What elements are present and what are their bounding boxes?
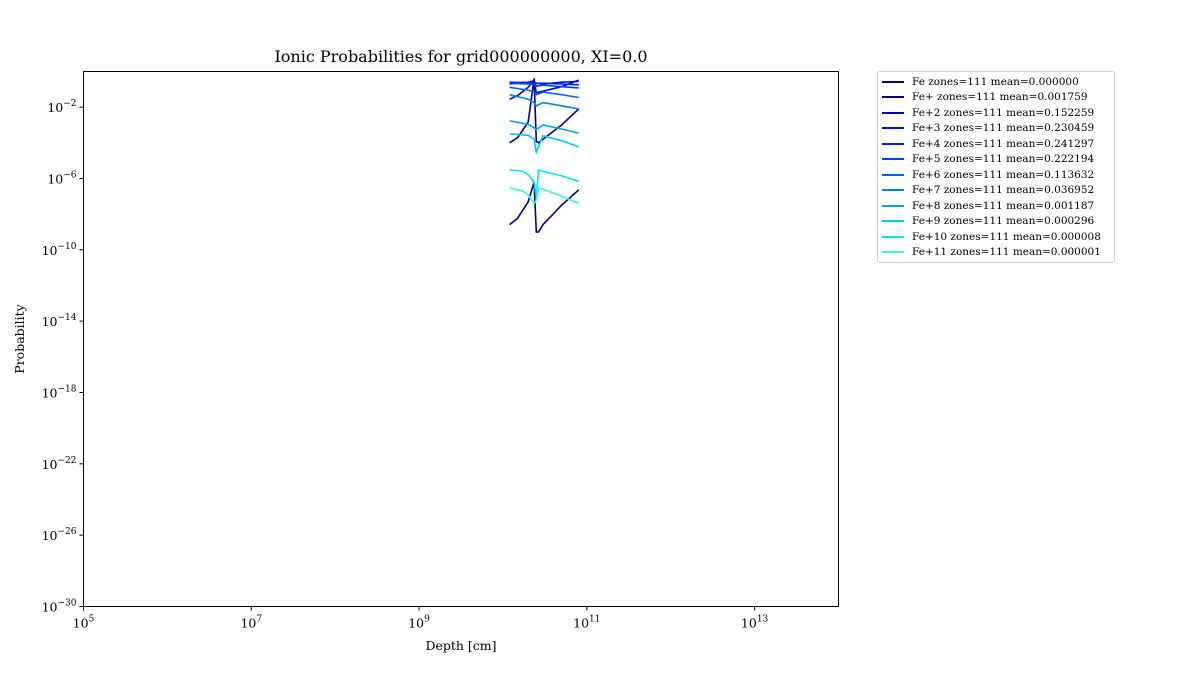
- legend-swatch-9: [882, 220, 904, 223]
- legend-swatch-7: [882, 189, 904, 192]
- legend-swatch-0: [882, 80, 904, 83]
- y-tick-label-0: 10−30: [42, 599, 77, 615]
- y-tick-label-6: 10−6: [47, 171, 76, 187]
- legend-item-0: Fe zones=111 mean=0.000000: [878, 74, 1114, 90]
- x-tick-label-3: 1011: [573, 615, 600, 631]
- x-tick-label-0: 105: [73, 615, 95, 631]
- y-axis: 10−30 10−26 10−22 10−18 10−14 10−10 10−6 10−2: [42, 99, 84, 615]
- legend-label-1: Fe+ zones=111 mean=0.001759: [912, 91, 1088, 104]
- legend-swatch-1: [882, 96, 904, 99]
- legend-swatch-3: [882, 127, 904, 130]
- series-line-6: [509, 86, 579, 99]
- series-line-8: [509, 120, 579, 134]
- y-tick-label-3: 10−18: [42, 385, 77, 401]
- legend-swatch-10: [882, 235, 904, 238]
- x-axis: 105 107 109 1011 1013: [73, 606, 769, 631]
- legend-item-2: Fe+2 zones=111 mean=0.152259: [878, 105, 1114, 121]
- legend-swatch-4: [882, 142, 904, 145]
- legend-swatch-6: [882, 173, 904, 176]
- series-line-5: [509, 82, 579, 89]
- y-axis-label: Probability: [12, 303, 27, 373]
- legend-item-5: Fe+5 zones=111 mean=0.222194: [878, 152, 1114, 168]
- legend-label-0: Fe zones=111 mean=0.000000: [912, 75, 1079, 88]
- series-line-11: [509, 186, 580, 205]
- series-line-9: [509, 133, 579, 156]
- legend-item-4: Fe+4 zones=111 mean=0.241297: [878, 136, 1114, 152]
- legend-item-10: Fe+10 zones=111 mean=0.000008: [878, 229, 1114, 245]
- legend-label-6: Fe+6 zones=111 mean=0.113632: [912, 168, 1095, 181]
- legend-swatch-5: [882, 158, 904, 161]
- legend-label-9: Fe+9 zones=111 mean=0.000296: [912, 215, 1095, 228]
- legend-label-8: Fe+8 zones=111 mean=0.001187: [912, 199, 1095, 212]
- legend-label-11: Fe+11 zones=111 mean=0.000001: [912, 246, 1101, 259]
- series-line-2: [509, 77, 579, 100]
- legend-item-8: Fe+8 zones=111 mean=0.001187: [878, 198, 1114, 214]
- legend-label-3: Fe+3 zones=111 mean=0.230459: [912, 122, 1095, 135]
- series-line-7: [509, 93, 579, 110]
- legend-item-6: Fe+6 zones=111 mean=0.113632: [878, 167, 1114, 183]
- legend-item-9: Fe+9 zones=111 mean=0.000296: [878, 214, 1114, 230]
- y-tick-label-5: 10−10: [42, 242, 77, 258]
- legend-item-1: Fe+ zones=111 mean=0.001759: [878, 90, 1114, 106]
- legend-label-10: Fe+10 zones=111 mean=0.000008: [912, 230, 1101, 243]
- plot-area-frame: [83, 71, 839, 607]
- y-tick-label-4: 10−14: [42, 313, 77, 329]
- legend-swatch-11: [882, 251, 904, 254]
- y-tick-label-7: 10−2: [47, 99, 76, 115]
- legend-label-4: Fe+4 zones=111 mean=0.241297: [912, 137, 1095, 150]
- legend-item-3: Fe+3 zones=111 mean=0.230459: [878, 121, 1114, 137]
- series-line-4: [509, 81, 579, 86]
- x-axis-label: Depth [cm]: [425, 638, 496, 653]
- x-tick-label-2: 109: [408, 615, 430, 631]
- legend-item-7: Fe+7 zones=111 mean=0.036952: [878, 183, 1114, 199]
- chart-title: Ionic Probabilities for grid000000000, X…: [274, 47, 647, 66]
- legend-swatch-2: [882, 111, 904, 114]
- y-tick-label-2: 10−22: [42, 456, 77, 472]
- legend: Fe zones=111 mean=0.000000 Fe+ zones=111 …: [877, 71, 1115, 263]
- legend-label-5: Fe+5 zones=111 mean=0.222194: [912, 153, 1095, 166]
- legend-item-11: Fe+11 zones=111 mean=0.000001: [878, 245, 1114, 261]
- y-tick-label-1: 10−26: [42, 527, 77, 543]
- series-line-1: [509, 78, 580, 144]
- series-line-10: [509, 168, 579, 197]
- series-layer: [509, 77, 580, 233]
- legend-label-2: Fe+2 zones=111 mean=0.152259: [912, 106, 1095, 119]
- x-tick-label-4: 1013: [741, 615, 769, 631]
- x-tick-label-1: 107: [240, 615, 262, 631]
- legend-swatch-8: [882, 204, 904, 207]
- series-line-0: [509, 181, 580, 233]
- legend-label-7: Fe+7 zones=111 mean=0.036952: [912, 184, 1095, 197]
